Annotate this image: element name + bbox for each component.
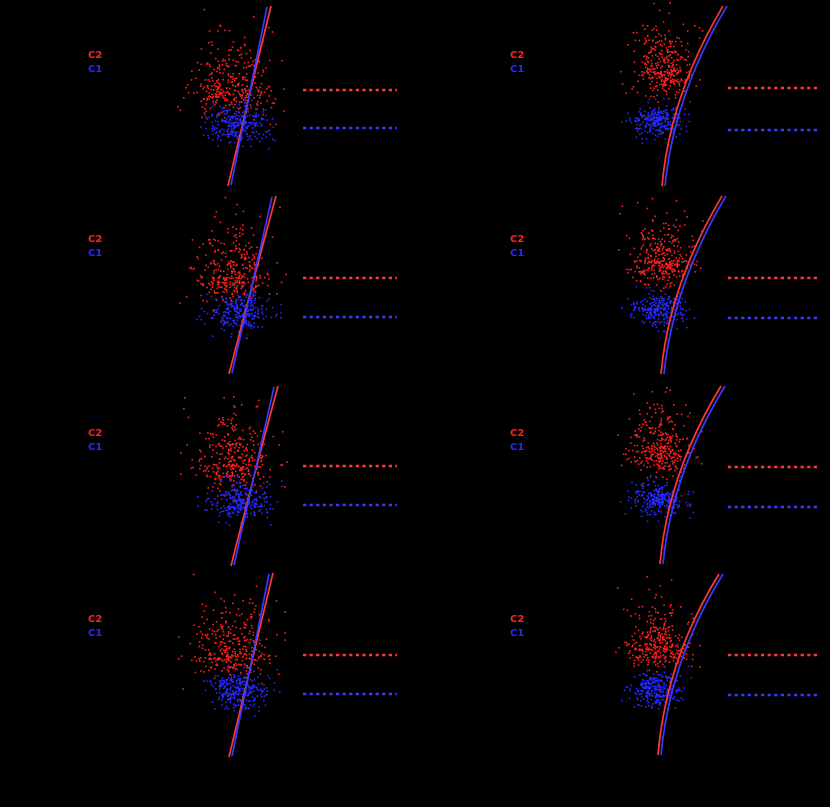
fit-line — [659, 385, 722, 565]
C2-points — [177, 8, 285, 126]
C2-points — [179, 196, 287, 312]
C2-points — [617, 387, 703, 485]
C2-points — [618, 197, 704, 295]
C1-points — [619, 475, 695, 523]
legend-label: C2 — [88, 428, 102, 439]
C1-points — [621, 665, 693, 710]
fit-line — [662, 385, 726, 565]
fit-line — [657, 573, 720, 756]
fit-line — [660, 195, 723, 375]
legend-label: C1 — [510, 248, 524, 259]
legend-label: C2 — [88, 614, 102, 625]
legend-label: C2 — [88, 234, 102, 245]
legend-label: C2 — [510, 614, 524, 625]
legend-label: C1 — [510, 628, 524, 639]
C2-points — [180, 396, 288, 502]
legend-label: C1 — [88, 442, 102, 453]
fit-line — [231, 573, 270, 757]
C2-points — [615, 576, 701, 679]
fit-line — [660, 573, 724, 756]
fit-line — [661, 5, 724, 187]
fit-line — [231, 196, 273, 374]
legend-label: C1 — [88, 628, 102, 639]
C1-points — [203, 665, 281, 717]
legend-label: C1 — [510, 442, 524, 453]
fit-line — [233, 386, 275, 566]
fit-line — [230, 6, 268, 186]
legend-label: C1 — [88, 248, 102, 259]
legend-label: C2 — [510, 428, 524, 439]
legend-label: C2 — [510, 50, 524, 61]
legend-label: C1 — [510, 64, 524, 75]
C1-points — [200, 99, 276, 150]
C1-points — [620, 98, 691, 145]
legend-label: C2 — [510, 234, 524, 245]
fit-line — [664, 5, 728, 187]
legend-label: C1 — [88, 64, 102, 75]
C1-points — [621, 285, 696, 333]
C2-points — [178, 573, 286, 690]
legend-label: C2 — [88, 50, 102, 61]
fit-line — [663, 195, 727, 375]
C2-points — [620, 2, 704, 103]
